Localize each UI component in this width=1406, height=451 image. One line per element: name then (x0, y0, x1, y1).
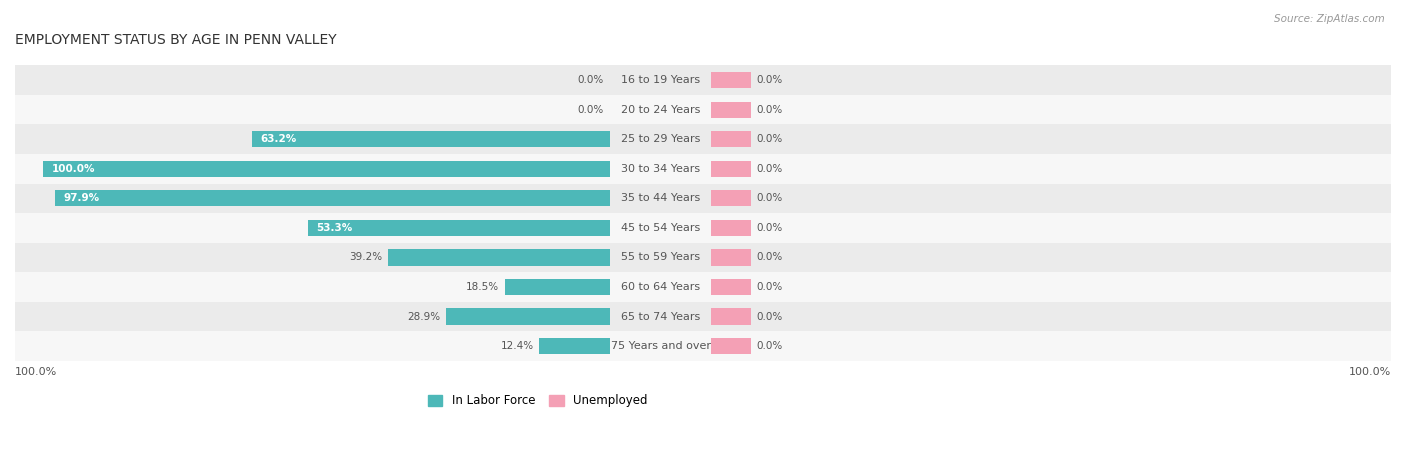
Bar (540, 338, 610, 354)
Text: 0.0%: 0.0% (756, 134, 783, 144)
Text: 0.0%: 0.0% (756, 341, 783, 351)
Bar (15, 213, 1391, 243)
Text: 16 to 19 Years: 16 to 19 Years (621, 75, 700, 85)
Text: 0.0%: 0.0% (756, 105, 783, 115)
Bar (44, 161, 610, 177)
Text: 25 to 29 Years: 25 to 29 Years (621, 134, 700, 144)
Bar (711, 220, 751, 236)
Text: 0.0%: 0.0% (578, 75, 605, 85)
Bar (711, 279, 751, 295)
Text: 0.0%: 0.0% (756, 282, 783, 292)
Bar (15, 331, 1391, 361)
Text: 75 Years and over: 75 Years and over (610, 341, 710, 351)
Text: 55 to 59 Years: 55 to 59 Years (621, 253, 700, 262)
Text: 45 to 54 Years: 45 to 54 Years (621, 223, 700, 233)
Text: 0.0%: 0.0% (756, 223, 783, 233)
Text: 65 to 74 Years: 65 to 74 Years (621, 312, 700, 322)
Bar (388, 249, 610, 266)
Text: Source: ZipAtlas.com: Source: ZipAtlas.com (1274, 14, 1385, 23)
Text: 60 to 64 Years: 60 to 64 Years (621, 282, 700, 292)
Text: EMPLOYMENT STATUS BY AGE IN PENN VALLEY: EMPLOYMENT STATUS BY AGE IN PENN VALLEY (15, 33, 336, 47)
Bar (15, 154, 1391, 184)
Bar (308, 220, 610, 236)
Bar (15, 302, 1391, 331)
Text: 100.0%: 100.0% (1348, 368, 1391, 377)
Text: 100.0%: 100.0% (52, 164, 96, 174)
Text: 53.3%: 53.3% (316, 223, 353, 233)
Bar (711, 190, 751, 207)
Bar (15, 124, 1391, 154)
Text: 0.0%: 0.0% (756, 193, 783, 203)
Bar (505, 279, 610, 295)
Bar (711, 161, 751, 177)
Text: 63.2%: 63.2% (260, 134, 297, 144)
Text: 0.0%: 0.0% (578, 105, 605, 115)
Text: 0.0%: 0.0% (756, 312, 783, 322)
Bar (15, 243, 1391, 272)
Bar (711, 72, 751, 88)
Bar (711, 338, 751, 354)
Text: 18.5%: 18.5% (465, 282, 499, 292)
Text: 97.9%: 97.9% (63, 193, 100, 203)
Text: 20 to 24 Years: 20 to 24 Years (621, 105, 700, 115)
Text: 30 to 34 Years: 30 to 34 Years (621, 164, 700, 174)
Text: 0.0%: 0.0% (756, 164, 783, 174)
Text: 100.0%: 100.0% (15, 368, 58, 377)
Bar (446, 308, 610, 325)
Bar (711, 131, 751, 147)
Bar (15, 184, 1391, 213)
Bar (15, 272, 1391, 302)
Bar (55, 190, 610, 207)
Bar (711, 308, 751, 325)
Text: 0.0%: 0.0% (756, 253, 783, 262)
Bar (252, 131, 610, 147)
Bar (15, 95, 1391, 124)
Text: 35 to 44 Years: 35 to 44 Years (621, 193, 700, 203)
Text: 12.4%: 12.4% (501, 341, 534, 351)
Legend: In Labor Force, Unemployed: In Labor Force, Unemployed (423, 390, 652, 412)
Text: 39.2%: 39.2% (349, 253, 382, 262)
Bar (711, 101, 751, 118)
Text: 0.0%: 0.0% (756, 75, 783, 85)
Bar (15, 65, 1391, 95)
Text: 28.9%: 28.9% (408, 312, 440, 322)
Bar (711, 249, 751, 266)
